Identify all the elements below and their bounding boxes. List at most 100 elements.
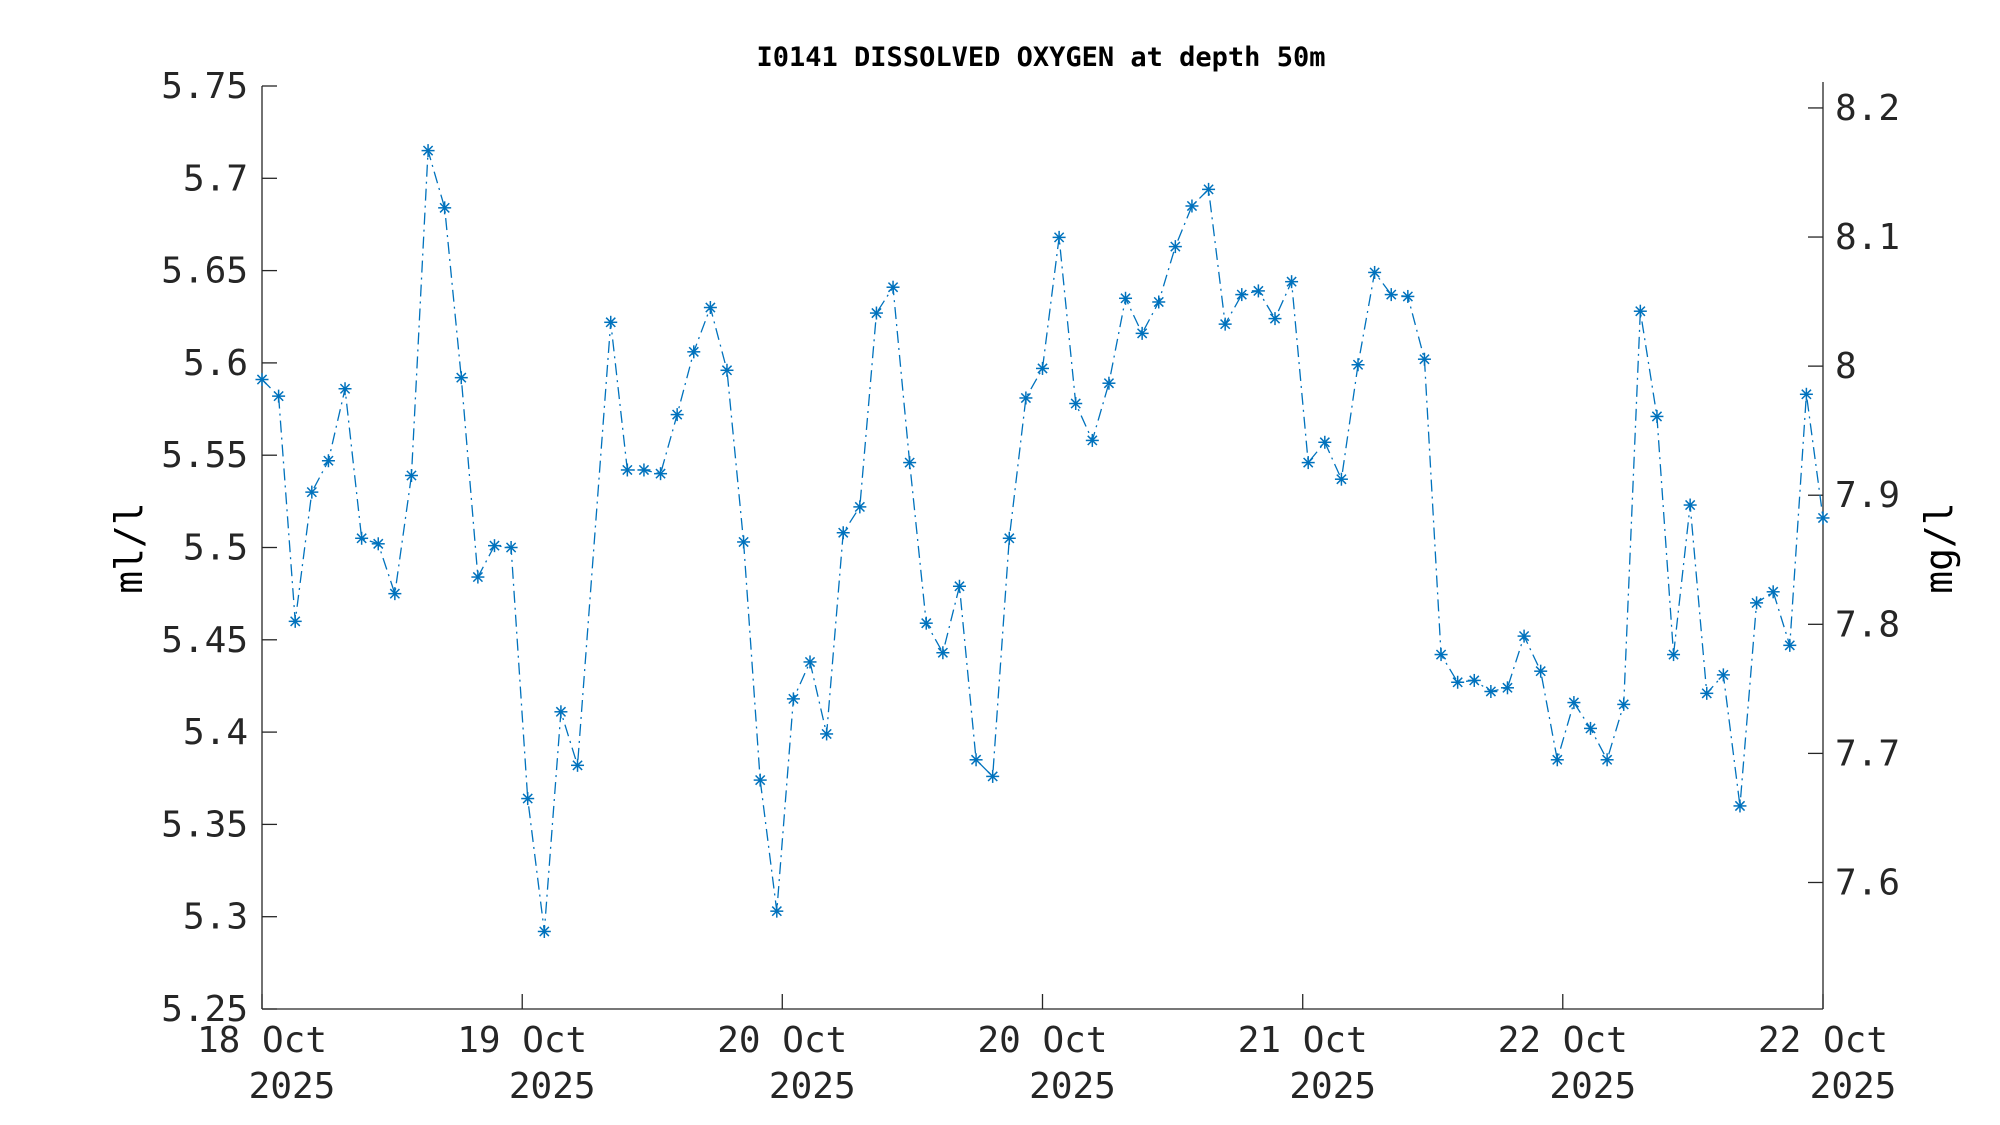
data-point-marker: [371, 537, 385, 551]
data-point-marker: [521, 792, 535, 806]
data-point-marker: [1617, 697, 1631, 711]
data-point-marker: [720, 363, 734, 377]
data-point-marker: [1119, 291, 1133, 305]
data-point-marker: [321, 454, 335, 468]
data-point-marker: [1451, 675, 1465, 689]
data-point-marker: [1716, 668, 1730, 682]
data-point-marker: [1002, 531, 1016, 545]
data-point-marker: [1318, 435, 1332, 449]
data-point-marker: [421, 144, 435, 158]
data-point-marker: [1484, 684, 1498, 698]
x-tick-label-year: 2025: [1029, 1066, 1116, 1107]
x-tick-label-date: 22 Oct: [1498, 1020, 1628, 1061]
data-point-marker: [1401, 289, 1415, 303]
data-point-marker: [1434, 648, 1448, 662]
data-point-marker: [1683, 498, 1697, 512]
y-tick-label-right: 8.2: [1835, 88, 1900, 129]
y-tick-label-left: 5.35: [161, 804, 248, 845]
data-point-marker: [1019, 391, 1033, 405]
data-point-marker: [1218, 317, 1232, 331]
data-point-marker: [1550, 753, 1564, 767]
data-point-marker: [1467, 673, 1481, 687]
data-point-marker: [620, 463, 634, 477]
y-tick-label-left: 5.7: [183, 158, 248, 199]
data-point-marker: [1584, 721, 1598, 735]
y-tick-label-right: 7.9: [1835, 475, 1900, 516]
data-point-marker: [438, 201, 452, 215]
y-tick-label-right: 7.7: [1835, 733, 1900, 774]
y-tick-label-left: 5.4: [183, 712, 248, 753]
x-tick-label-year: 2025: [1549, 1066, 1636, 1107]
data-point-marker: [1036, 361, 1049, 375]
data-point-marker: [1500, 681, 1514, 695]
data-point-marker: [637, 463, 651, 477]
data-point-marker: [1417, 352, 1431, 366]
data-point-marker: [969, 753, 983, 767]
data-point-marker: [537, 924, 551, 938]
data-point-marker: [820, 727, 834, 741]
data-point-marker: [604, 315, 618, 329]
data-point-marker: [1517, 629, 1531, 643]
data-point-marker: [703, 301, 717, 315]
data-point-marker: [1268, 312, 1282, 326]
data-point-marker: [786, 692, 800, 706]
data-point-marker: [1667, 648, 1681, 662]
data-point-marker: [903, 456, 917, 470]
data-point-marker: [1152, 295, 1166, 309]
data-point-marker: [1799, 387, 1813, 401]
y-tick-label-left: 5.6: [183, 343, 248, 384]
x-tick-label-year: 2025: [1289, 1066, 1376, 1107]
data-point-marker: [1750, 596, 1764, 610]
data-point-marker: [936, 646, 950, 660]
data-point-marker: [1783, 638, 1797, 652]
data-point-marker: [986, 769, 1000, 783]
data-point-marker: [803, 655, 817, 669]
y-tick-label-left: 5.5: [183, 528, 248, 569]
data-point-marker: [355, 531, 369, 545]
series-line: [261, 150, 1824, 932]
data-point-marker: [654, 467, 668, 481]
data-point-marker: [952, 579, 966, 593]
data-point-marker: [554, 705, 568, 719]
data-point-marker: [687, 345, 701, 359]
y-axis-label-left: ml/l: [107, 502, 151, 594]
data-point-marker: [1301, 456, 1315, 470]
x-tick-label-date: 18 Oct: [197, 1020, 327, 1061]
data-point-marker: [1633, 304, 1647, 318]
data-point-marker: [305, 485, 319, 499]
axes: 5.25 5.3 5.35 5.4 5.45 5.5 5.55 5.6 5.65 5.7 5.75 7…: [161, 66, 1900, 1107]
data-point-marker: [1085, 433, 1099, 447]
y-tick-label-right: 8.1: [1835, 217, 1900, 258]
x-tick-label-year: 2025: [1810, 1066, 1897, 1107]
data-point-marker: [1650, 409, 1664, 423]
data-point-marker: [1168, 240, 1182, 254]
data-point-marker: [1567, 696, 1581, 710]
y-tick-label-left: 5.3: [183, 897, 248, 938]
data-point-marker: [1052, 230, 1066, 244]
data-point-marker: [1069, 397, 1083, 411]
x-tick-label-year: 2025: [769, 1066, 856, 1107]
x-tick-label-year: 2025: [509, 1066, 596, 1107]
data-point-marker: [1534, 664, 1548, 678]
y-tick-label-left: 5.75: [161, 66, 248, 107]
data-point-marker: [487, 539, 501, 553]
data-point-marker: [770, 904, 784, 918]
y-tick-label-right: 7.6: [1835, 862, 1900, 903]
y-axis-label-right: mg/l: [1917, 502, 1961, 594]
data-point-marker: [1285, 275, 1299, 289]
series-dissolved-oxygen: [255, 144, 1830, 938]
data-point-marker: [1334, 472, 1348, 486]
x-tick-label-date: 19 Oct: [457, 1020, 587, 1061]
x-tick-label-date: 22 Oct: [1758, 1020, 1888, 1061]
data-point-marker: [571, 758, 585, 772]
data-point-marker: [404, 469, 418, 483]
data-point-marker: [670, 408, 684, 422]
data-point-marker: [338, 382, 352, 396]
y-tick-label-left: 5.45: [161, 620, 248, 661]
y-tick-label-left: 5.55: [161, 435, 248, 476]
y-tick-label-right: 8: [1835, 346, 1857, 387]
data-point-marker: [1816, 511, 1830, 525]
data-point-marker: [1368, 265, 1382, 279]
data-point-marker: [753, 773, 767, 787]
data-point-marker: [1351, 358, 1365, 372]
